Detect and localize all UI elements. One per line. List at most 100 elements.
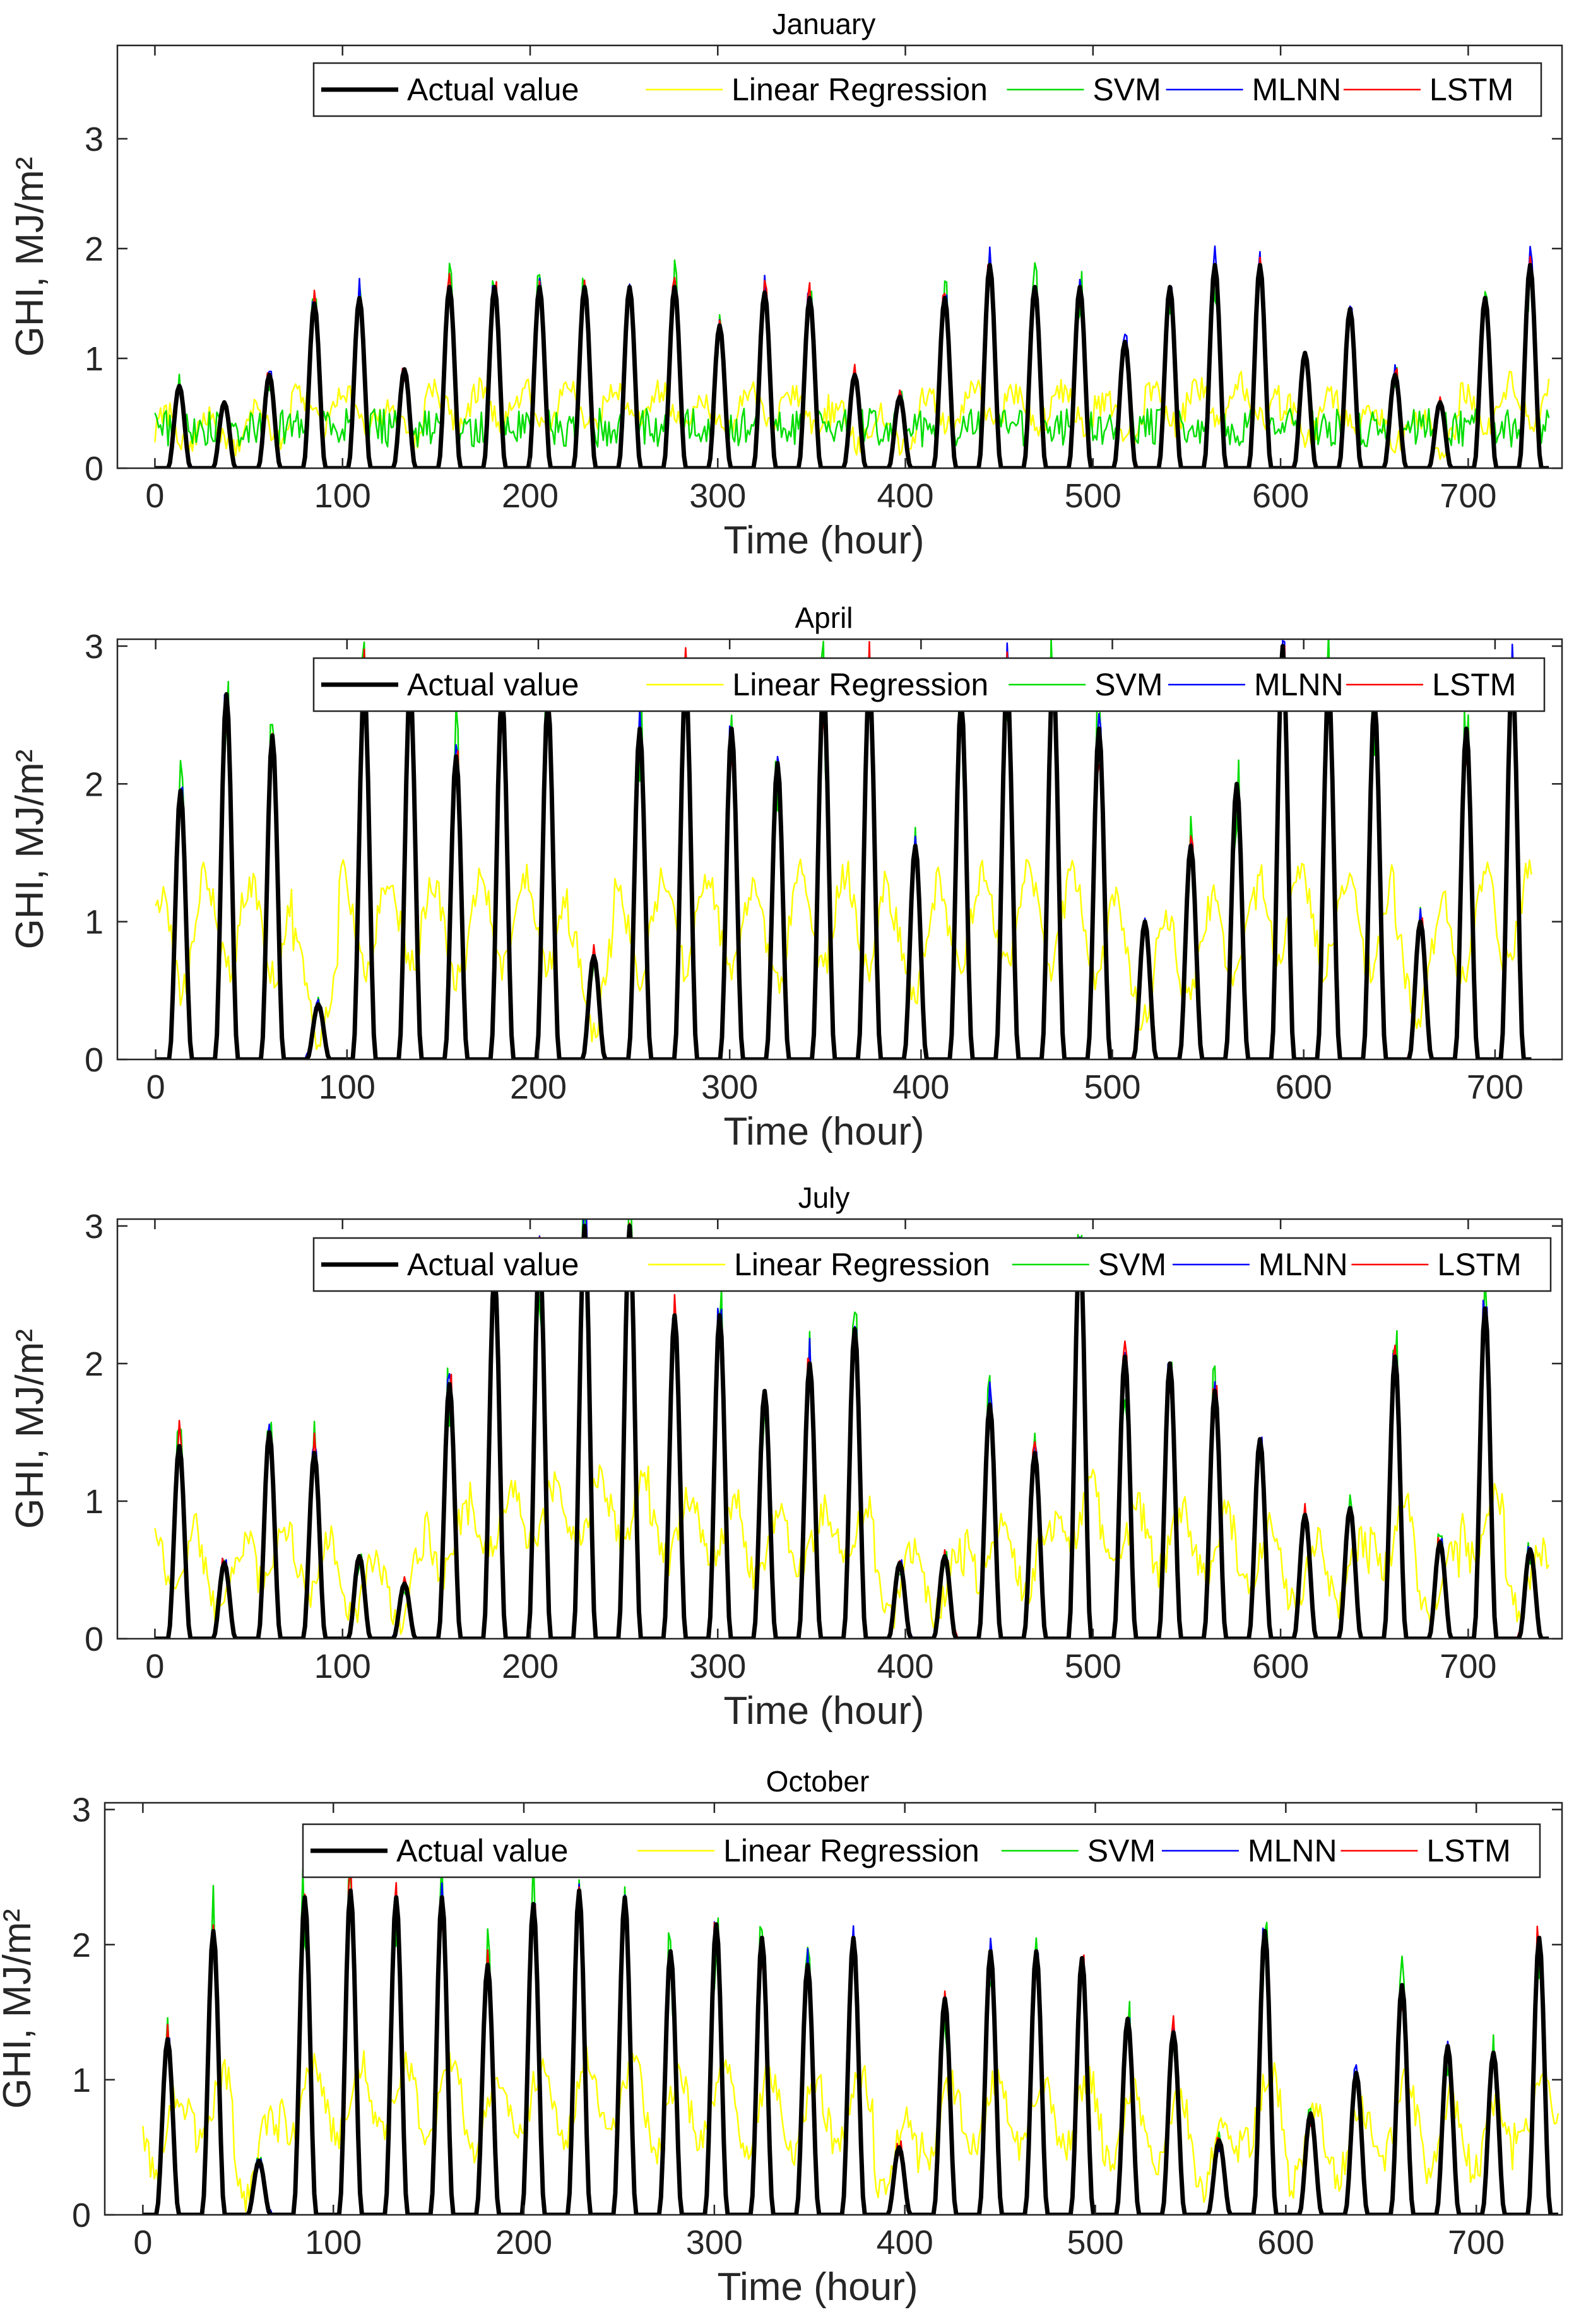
x-tick-label: 400: [892, 1068, 949, 1106]
legend-box: [312, 657, 1546, 712]
x-tick-label: 200: [502, 1648, 559, 1685]
x-axis-label: Time (hour): [723, 1689, 924, 1733]
legend: Actual value Linear Regression SVM MLNN LSTM: [302, 1823, 1541, 1879]
legend-label: MLNN: [1248, 1833, 1337, 1868]
legend-label: SVM: [1094, 667, 1163, 702]
x-tick-label: 300: [686, 2224, 743, 2262]
x-tick-label: 600: [1257, 2224, 1314, 2262]
legend-label: SVM: [1092, 72, 1161, 107]
legend-label: Actual value: [407, 72, 579, 107]
axes-box: [116, 1218, 1563, 1640]
legend-label: SVM: [1087, 1833, 1156, 1868]
y-tick-label: 1: [85, 904, 104, 941]
y-axis-label: GHI, MJ/m²: [8, 157, 52, 357]
x-tick-label: 700: [1440, 477, 1496, 515]
x-tick-label: 200: [502, 477, 559, 515]
x-axis-label: Time (hour): [717, 2265, 918, 2309]
y-tick-label: 1: [72, 2062, 91, 2099]
series-line-linear-regression: [154, 1464, 1550, 1635]
y-tick-label: 3: [85, 121, 104, 158]
x-tick-label: 100: [314, 1648, 371, 1685]
x-tick-label: 0: [145, 1648, 164, 1685]
x-tick-label: 500: [1065, 477, 1121, 515]
chart-title: April: [795, 601, 853, 634]
x-tick-label: 700: [1440, 1648, 1496, 1685]
legend-box: [302, 1823, 1541, 1879]
legend-label: Linear Regression: [731, 72, 988, 107]
y-tick-label: 3: [85, 1208, 104, 1246]
series-line-actual-value: [142, 1888, 1559, 2215]
series-lines: [142, 1853, 1559, 2215]
x-tick-label: 300: [701, 1068, 758, 1106]
series-line-linear-regression: [155, 858, 1532, 1050]
x-tick-label: 100: [319, 1068, 376, 1106]
axes-box: [116, 44, 1563, 469]
x-tick-label: 600: [1275, 1068, 1332, 1106]
y-tick-label: 3: [85, 628, 104, 666]
panel-april: 0 100 200 300 400 500 600 700 0 1 2 3 April Time (hou…: [8, 601, 1563, 1153]
legend-label: MLNN: [1252, 72, 1342, 107]
x-tick-label: 500: [1065, 1648, 1121, 1685]
legend-box: [312, 1237, 1552, 1292]
series-line-actual-value: [154, 262, 1549, 468]
x-tick-label: 500: [1067, 2224, 1123, 2262]
series-lines: [154, 245, 1550, 468]
legend-label: Actual value: [407, 1247, 579, 1282]
chart-title: October: [766, 1765, 870, 1798]
y-tick-label: 0: [85, 1041, 104, 1079]
chart-title: July: [798, 1181, 850, 1214]
legend-label: LSTM: [1426, 1833, 1510, 1868]
x-tick-label: 0: [133, 2224, 152, 2262]
x-tick-label: 500: [1084, 1068, 1140, 1106]
series-line-actual-value: [154, 1224, 1549, 1639]
x-axis-label: Time (hour): [723, 1110, 924, 1153]
y-tick-label: 2: [85, 765, 104, 803]
x-tick-label: 400: [877, 1648, 933, 1685]
y-tick-label: 0: [85, 450, 104, 488]
axes-box: [104, 1802, 1563, 2216]
x-tick-label: 0: [145, 477, 164, 515]
legend-label: Linear Regression: [723, 1833, 979, 1868]
y-axis-label: GHI, MJ/m²: [8, 750, 52, 950]
x-tick-label: 600: [1252, 1648, 1309, 1685]
x-tick-label: 600: [1252, 477, 1309, 515]
x-axis-label: Time (hour): [723, 519, 924, 562]
x-tick-label: 700: [1467, 1068, 1524, 1106]
legend-label: MLNN: [1254, 667, 1344, 702]
panel-january: 0 100 200 300 400 500 600 700 0 1 2 3 January Time (h…: [8, 8, 1563, 562]
y-tick-label: 1: [85, 340, 104, 378]
y-tick-label: 0: [72, 2197, 91, 2234]
legend-label: Linear Regression: [734, 1247, 990, 1282]
x-tick-label: 0: [146, 1068, 165, 1106]
series-lines: [155, 639, 1532, 1059]
series-line-linear-regression: [154, 370, 1550, 461]
legend-label: SVM: [1098, 1247, 1166, 1282]
legend-label: MLNN: [1258, 1247, 1348, 1282]
legend: Actual value Linear Regression SVM MLNN LSTM: [312, 657, 1546, 712]
y-tick-label: 2: [85, 230, 104, 268]
legend-label: LSTM: [1437, 1247, 1521, 1282]
x-tick-label: 200: [495, 2224, 552, 2262]
legend-box: [312, 62, 1542, 117]
legend-label: Linear Regression: [732, 667, 988, 702]
x-tick-label: 400: [877, 2224, 933, 2262]
x-tick-label: 200: [510, 1068, 567, 1106]
y-tick-label: 0: [85, 1620, 104, 1658]
axes-box: [116, 638, 1563, 1061]
legend-label: Actual value: [407, 667, 579, 702]
x-tick-label: 100: [314, 477, 371, 515]
legend-label: LSTM: [1429, 72, 1513, 107]
series-lines: [154, 1219, 1550, 1639]
y-tick-label: 2: [85, 1345, 104, 1383]
y-axis-label: GHI, MJ/m²: [8, 1329, 52, 1529]
panel-july: 0 100 200 300 400 500 600 700 0 1 2 3 July Time (hour…: [8, 1181, 1563, 1733]
panel-october: 0 100 200 300 400 500 600 700 0 1 2 3 October Time (h…: [0, 1765, 1563, 2309]
y-tick-label: 2: [72, 1926, 91, 1964]
x-tick-label: 100: [305, 2224, 362, 2262]
legend-label: Actual value: [396, 1833, 568, 1868]
y-tick-label: 3: [72, 1791, 91, 1829]
legend-label: LSTM: [1432, 667, 1516, 702]
x-tick-label: 300: [689, 1648, 746, 1685]
x-tick-label: 700: [1448, 2224, 1505, 2262]
